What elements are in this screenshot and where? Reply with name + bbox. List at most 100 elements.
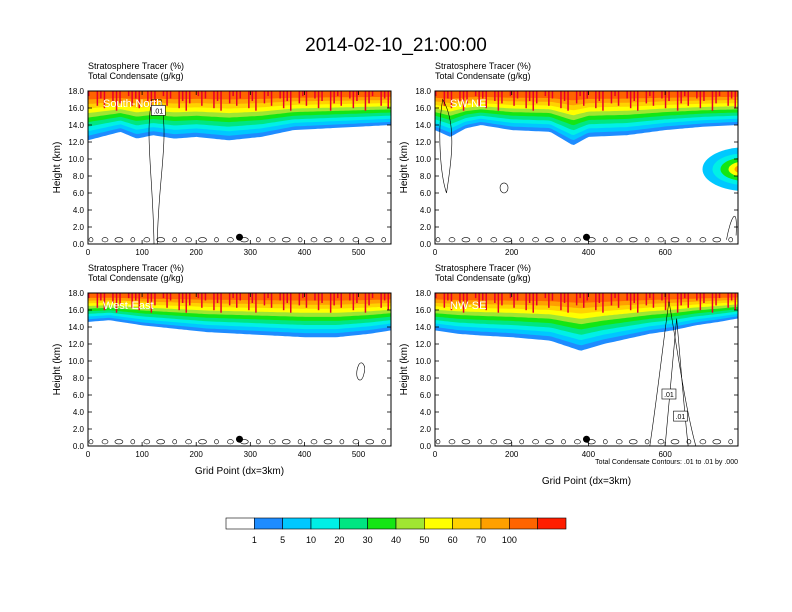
spike-mark — [532, 91, 534, 111]
low-contour — [602, 237, 608, 243]
low-contour — [490, 439, 498, 445]
x-axis-label: Grid Point (dx=3km) — [542, 476, 631, 487]
spike-mark — [127, 91, 130, 97]
low-contour — [310, 237, 318, 243]
low-contour — [185, 439, 192, 445]
spike-mark — [536, 293, 538, 306]
low-contour — [101, 237, 109, 243]
spike-mark — [610, 293, 613, 306]
spike-mark — [387, 91, 389, 109]
spike-mark — [352, 91, 355, 109]
spike-mark — [232, 91, 234, 97]
spike-mark — [516, 91, 519, 99]
low-contour — [561, 439, 566, 445]
spike-mark — [314, 91, 316, 99]
low-contour — [323, 237, 333, 243]
spike-mark — [676, 293, 679, 313]
low-contour — [628, 237, 638, 243]
panel-title-line2: Total Condensate (g/kg) — [88, 273, 184, 283]
spike-mark — [364, 91, 367, 111]
y-tick-label: 12.0 — [68, 138, 84, 147]
spike-mark — [147, 91, 149, 101]
y-axis-label: Height (km) — [52, 344, 63, 396]
low-contour — [699, 439, 707, 445]
colorbar-label: 60 — [448, 535, 458, 545]
colorbar-swatch — [509, 517, 538, 530]
low-contour — [352, 439, 360, 445]
spike-mark — [138, 293, 140, 311]
x-tick-label: 0 — [433, 248, 438, 257]
low-contour — [381, 439, 387, 445]
spike-mark — [718, 91, 721, 97]
y-axis-label: Height (km) — [399, 142, 410, 194]
tracer-blob — [728, 162, 738, 177]
spike-mark — [115, 91, 118, 111]
y-axis-label: Height (km) — [52, 142, 63, 194]
spike-mark — [617, 293, 620, 308]
spike-mark — [633, 293, 635, 303]
spike-mark — [321, 293, 323, 303]
spike-mark — [598, 293, 601, 303]
spike-mark — [617, 91, 620, 106]
y-tick-label: 2.0 — [420, 223, 432, 232]
spike-mark — [478, 91, 480, 106]
spike-mark — [680, 91, 682, 104]
contour-info-note: Total Condensate Contours: .01 to .01 by… — [595, 459, 738, 466]
spike-mark — [462, 293, 465, 313]
figure-title: 2014-02-10_21:00:00 — [305, 35, 487, 56]
spike-mark — [614, 91, 616, 97]
spike-mark — [251, 293, 254, 303]
low-contour — [670, 237, 680, 243]
spike-mark — [220, 91, 222, 111]
spike-mark — [435, 293, 437, 299]
y-tick-label: 2.0 — [73, 425, 85, 434]
y-tick-label: 6.0 — [73, 189, 85, 198]
spike-mark — [333, 91, 335, 104]
spike-mark — [270, 91, 273, 106]
x-tick-label: 500 — [352, 450, 366, 459]
tracer-field — [435, 91, 738, 191]
tracer-field — [435, 293, 738, 351]
low-contour — [448, 439, 456, 445]
x-tick-label: 300 — [244, 248, 258, 257]
spike-mark — [567, 293, 569, 313]
y-tick-label: 6.0 — [73, 391, 85, 400]
low-contour — [477, 439, 483, 445]
spike-mark — [586, 91, 588, 99]
spike-mark — [563, 91, 566, 101]
spike-mark — [551, 91, 554, 99]
spike-mark — [88, 91, 90, 97]
panel-title-line1: Stratosphere Tracer (%) — [88, 263, 184, 273]
panel-section-label: South-North — [103, 98, 162, 110]
spike-mark — [614, 293, 616, 299]
contour-label: .01 — [153, 108, 163, 115]
spike-mark — [263, 293, 266, 306]
low-contour — [670, 439, 680, 445]
x-tick-label: 0 — [433, 450, 438, 459]
panels: Stratosphere Tracer (%)Total Condensate … — [52, 61, 739, 487]
colorbar-swatch — [424, 517, 453, 530]
panel-title-line2: Total Condensate (g/kg) — [435, 71, 531, 81]
spike-mark — [236, 91, 238, 106]
colorbar-swatch — [367, 517, 397, 530]
spike-mark — [447, 91, 449, 99]
low-contour — [712, 237, 722, 243]
spike-mark — [727, 293, 729, 308]
spike-mark — [185, 91, 187, 111]
colorbar-swatch — [480, 517, 510, 530]
spike-mark — [579, 91, 581, 97]
spike-mark — [279, 293, 281, 301]
spike-mark — [696, 91, 698, 99]
x-tick-label: 200 — [505, 450, 519, 459]
spike-mark — [560, 293, 562, 311]
low-contour — [339, 237, 345, 243]
spike-mark — [298, 293, 301, 306]
y-tick-label: 16.0 — [415, 306, 431, 315]
spike-mark — [290, 91, 292, 111]
y-tick-label: 8.0 — [73, 374, 85, 383]
spike-mark — [166, 293, 168, 308]
low-contour — [477, 237, 483, 243]
spike-mark — [548, 293, 550, 308]
spike-mark — [450, 293, 453, 311]
spike-mark — [509, 293, 512, 299]
